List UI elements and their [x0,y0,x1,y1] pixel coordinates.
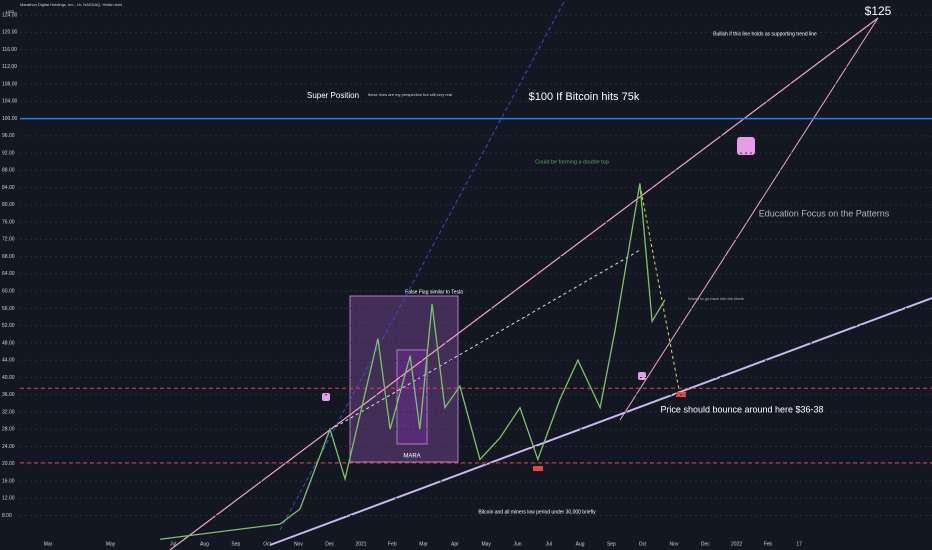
x-tick-label: Dec [325,541,334,547]
x-tick-label: 2021 [355,541,366,547]
y-tick-label: 16.00 [2,478,15,484]
annotation: Bitcoin and all miners low period under … [478,509,596,515]
y-tick-label: 80.00 [2,202,15,208]
annotation: $100 If Bitcoin hits 75k [529,91,640,103]
y-tick-label: 100.00 [2,116,18,122]
annotation: Super Position [307,91,359,100]
annotation: Bullish if this line holds as supporting… [713,31,817,37]
y-tick-label: 60.00 [2,289,15,295]
y-tick-label: 96.00 [2,133,15,139]
y-tick-label: 28.00 [2,427,15,433]
y-tick-label: 68.00 [2,254,15,260]
x-tick-label: May [106,541,116,547]
dashed-line [279,0,566,531]
annotation: Price should bounce around here $36-38 [660,404,823,414]
y-tick-label: 20.00 [2,461,15,467]
x-tick-label: Jul [170,541,176,547]
x-tick-label: Jun [513,541,521,547]
x-tick-label: Dec [701,541,710,547]
annotation: Could be forming a double top [535,159,609,165]
trend-line [169,17,879,550]
support-line [269,297,932,546]
x-tick-label: Aug [200,541,209,547]
x-tick-label: Oct [263,541,271,547]
x-tick-label: Feb [764,541,773,547]
y-tick-label: 24.00 [2,444,15,450]
y-tick-label: 120.00 [2,30,18,36]
x-tick-label: May [481,541,491,547]
icon [322,393,330,401]
y-tick-label: 92.00 [2,150,15,156]
icon [638,372,646,380]
y-tick-label: 84.00 [2,185,15,191]
chart-header: Marathon Digital Holdings, Inc., 1h, NAS… [20,2,122,7]
annotation: Wants to go back into the blade [688,296,745,301]
x-tick-label: Mar [44,541,53,547]
y-tick-label: 116.00 [2,47,17,53]
currency-label: USD [6,9,15,14]
icon [737,137,755,155]
x-tick-label: Jul [546,541,552,547]
price-line [159,183,666,540]
annotation: False Flag similar to Tesla [405,289,463,295]
x-tick-label: Nov [670,541,679,547]
y-tick-label: 8.00 [2,513,12,519]
trend-line [619,17,879,421]
x-tick-label: Sep [607,541,616,547]
x-tick-label: Nov [294,541,303,547]
y-tick-label: 124.00 [2,12,18,18]
x-tick-label: Mar [419,541,428,547]
y-tick-label: 88.00 [2,168,15,174]
y-tick-label: 112.00 [2,64,17,70]
marker [533,466,543,471]
y-tick-label: 76.00 [2,219,15,225]
y-tick-label: 12.00 [2,496,15,502]
y-tick-label: 72.00 [2,237,15,243]
x-tick-label: Sep [231,541,240,547]
y-tick-label: 56.00 [2,306,15,312]
plot: $125 Bullish if this line holds as suppor… [20,4,932,540]
annotation: Education Focus on the Patterns [759,208,890,218]
y-tick-label: 40.00 [2,375,15,381]
x-tick-label: Apr [451,541,459,547]
y-tick-label: 104.00 [2,99,18,105]
y-tick-label: 44.00 [2,358,15,364]
x-tick-label: 2022 [731,541,742,547]
x-tick-label: Oct [639,541,647,547]
x-tick-label: Feb [388,541,397,547]
y-tick-label: 36.00 [2,392,15,398]
y-tick-label: 64.00 [2,271,15,277]
y-tick-label: 48.00 [2,340,15,346]
x-tick-label: Aug [576,541,585,547]
annotation: MARA [403,454,420,460]
y-tick-label: 108.00 [2,81,18,87]
y-tick-label: 52.00 [2,323,15,329]
x-tick-label: 17 [796,541,802,547]
annotation: $125 [865,4,892,18]
y-tick-label: 32.00 [2,409,15,415]
annotation: these lines are my perspective but still… [368,92,452,97]
